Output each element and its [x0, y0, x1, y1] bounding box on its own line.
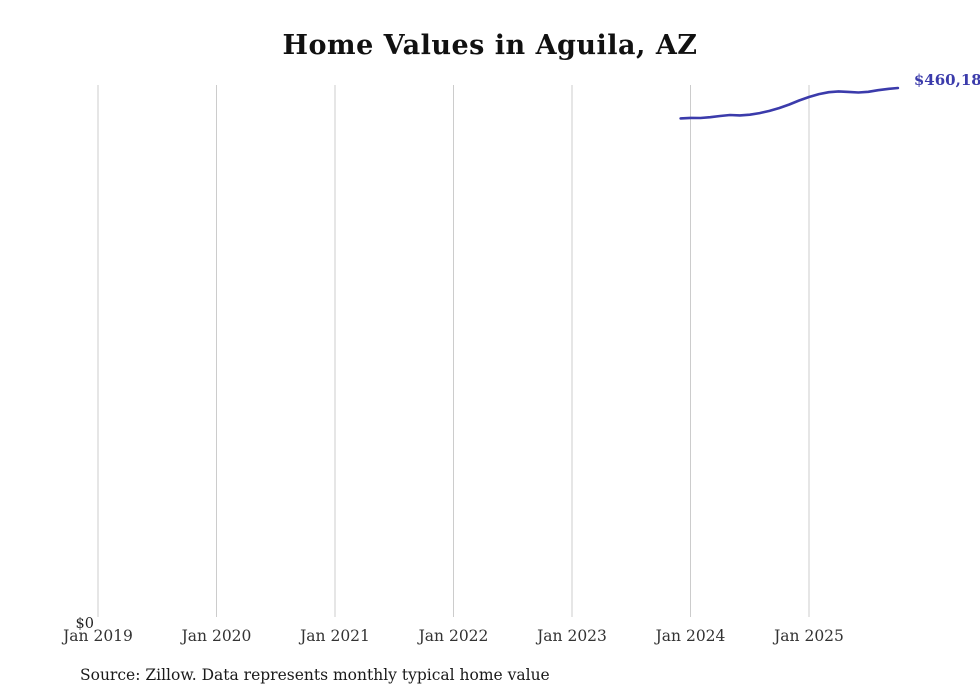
y-axis-zero-label: $0 — [76, 616, 94, 632]
chart-title: Home Values in Aguila, AZ — [282, 30, 698, 61]
x-tick-label: Jan 2025 — [772, 627, 844, 645]
x-tick-label: Jan 2023 — [535, 627, 607, 645]
x-tick-label: Jan 2024 — [654, 627, 726, 645]
source-note: Source: Zillow. Data represents monthly … — [80, 666, 550, 684]
end-value-label: $460,185 — [914, 71, 980, 89]
x-tick-label: Jan 2020 — [180, 627, 252, 645]
x-tick-label: Jan 2019 — [61, 627, 133, 645]
home-value-line — [679, 86, 900, 120]
x-tick-label: Jan 2022 — [417, 627, 489, 645]
x-tick-label: Jan 2021 — [298, 627, 370, 645]
